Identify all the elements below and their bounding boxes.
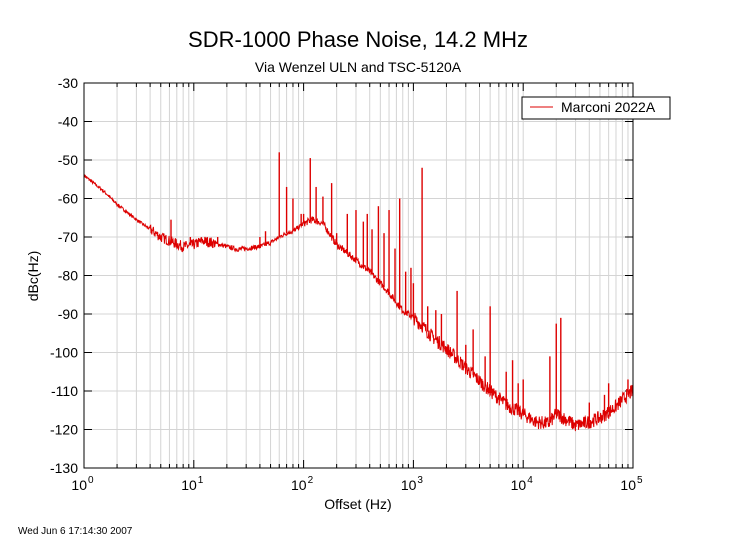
x-tick-label-base: 10 [71,477,87,493]
x-tick-label: 10 1 [181,475,204,493]
y-tick-label: -30 [58,75,78,91]
y-tick-labels: -30 -40 -50 -60 -70 -80 -90 -100 -110 -120 -130 [50,75,78,476]
x-tick-label-base: 10 [181,477,197,493]
legend: Marconi 2022A [521,96,671,120]
chart-subtitle: Via Wenzel ULN and TSC-5120A [255,59,462,75]
x-tick-label-exp: 0 [88,475,94,486]
y-tick-label: -50 [58,152,78,168]
y-tick-label: -70 [58,229,78,245]
x-tick-label-base: 10 [291,477,307,493]
x-tick-label: 10 2 [291,475,314,493]
y-tick-label: -80 [58,268,78,284]
x-tick-labels: 10 0 10 1 10 2 10 3 10 4 10 5 [71,475,643,493]
y-tick-label: -90 [58,306,78,322]
x-axis-label: Offset (Hz) [324,496,391,512]
series-line-marconi-2022a [83,174,634,432]
legend-label: Marconi 2022A [561,99,656,115]
x-tick-label-base: 10 [511,477,527,493]
timestamp: Wed Jun 6 17:14:30 2007 [18,526,133,537]
legend-box [521,96,671,120]
x-tick-label-exp: 2 [308,475,314,486]
x-tick-label: 10 0 [71,475,94,493]
x-tick-label-exp: 4 [527,475,533,486]
y-axis-label: dBc(Hz) [25,251,41,302]
x-tick-label-exp: 5 [637,475,643,486]
x-tick-label-exp: 1 [198,475,204,486]
y-tick-label: -110 [51,383,78,399]
y-tick-label: -60 [58,191,78,207]
y-tick-label: -100 [50,345,78,361]
plot-frame [83,82,634,469]
y-tick-label: -120 [50,422,78,438]
y-tick-label: -130 [50,460,78,476]
x-tick-label-base: 10 [620,477,636,493]
x-tick-label: 10 5 [620,475,643,493]
x-tick-label-base: 10 [401,477,417,493]
x-tick-label: 10 3 [401,475,424,493]
y-tick-label: -40 [58,114,78,130]
chart-title: SDR-1000 Phase Noise, 14.2 MHz [188,27,528,52]
series-layer [83,152,634,432]
x-tick-label: 10 4 [511,475,534,493]
x-tick-label-exp: 3 [417,475,423,486]
